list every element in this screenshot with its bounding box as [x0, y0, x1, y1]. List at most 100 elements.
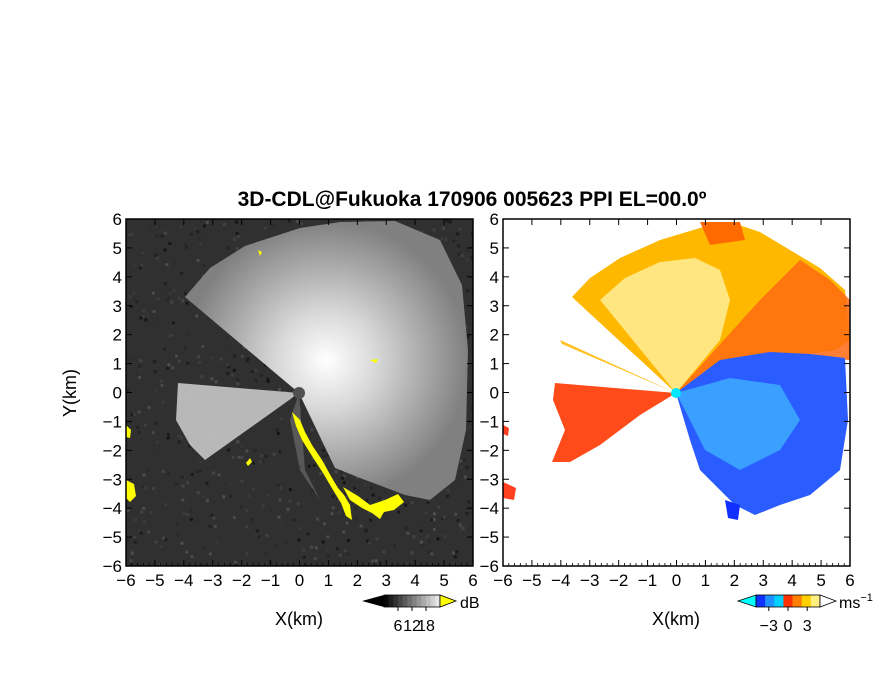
reflectivity-noise-speck	[129, 305, 133, 309]
reflectivity-noise-speck	[222, 509, 226, 513]
reflectivity-noise-speck	[166, 432, 170, 436]
reflectivity-noise-speck	[126, 389, 130, 393]
reflectivity-noise-speck	[319, 472, 323, 476]
reflectivity-colorbar-bar	[383, 594, 441, 608]
reflectivity-noise-speck	[129, 549, 133, 553]
reflectivity-noise-speck	[179, 237, 183, 241]
reflectivity-noise-speck	[131, 413, 135, 417]
reflectivity-noise-speck	[196, 230, 200, 234]
reflectivity-noise-speck	[458, 227, 462, 231]
reflectivity-noise-speck	[326, 535, 330, 539]
reflectivity-noise-speck	[374, 559, 378, 563]
reflectivity-noise-speck	[193, 227, 197, 231]
velocity-colorbar-swatch	[801, 595, 812, 607]
reflectivity-noise-speck	[276, 431, 280, 435]
reflectivity-noise-speck	[312, 463, 316, 467]
reflectivity-noise-speck	[161, 400, 165, 404]
reflectivity-xtick-label: 0	[295, 571, 304, 590]
reflectivity-noise-speck	[178, 225, 182, 229]
reflectivity-noise-speck	[396, 510, 400, 514]
reflectivity-noise-speck	[180, 541, 184, 545]
reflectivity-noise-speck	[311, 421, 315, 425]
reflectivity-noise-speck	[371, 493, 375, 497]
reflectivity-noise-speck	[370, 486, 374, 490]
reflectivity-ytick-label: −6	[103, 557, 122, 576]
reflectivity-noise-speck	[164, 537, 168, 541]
reflectivity-noise-speck	[419, 540, 423, 544]
reflectivity-ytick-label: −5	[103, 528, 122, 547]
reflectivity-noise-speck	[264, 455, 268, 459]
reflectivity-noise-speck	[261, 459, 265, 463]
velocity-colorbar-swatch	[810, 595, 821, 607]
reflectivity-noise-speck	[245, 359, 249, 363]
reflectivity-noise-speck	[152, 487, 156, 491]
reflectivity-noise-speck	[172, 289, 176, 293]
reflectivity-noise-speck	[157, 225, 161, 229]
velocity-echo-west	[552, 383, 676, 462]
reflectivity-colorbar-tick-label: 6	[394, 618, 403, 635]
reflectivity-noise-speck	[167, 363, 171, 367]
reflectivity-noise-speck	[239, 505, 243, 509]
reflectivity-noise-speck	[167, 472, 171, 476]
reflectivity-noise-speck	[334, 470, 338, 474]
reflectivity-colorbar-swatch	[421, 595, 427, 607]
reflectivity-noise-speck	[444, 238, 448, 242]
reflectivity-noise-speck	[233, 354, 237, 358]
reflectivity-noise-speck	[186, 333, 190, 337]
reflectivity-noise-speck	[452, 239, 456, 243]
velocity-colorbar-swatch	[774, 595, 784, 607]
reflectivity-noise-speck	[352, 486, 356, 490]
reflectivity-noise-speck	[137, 529, 141, 533]
reflectivity-noise-speck	[466, 289, 470, 293]
reflectivity-noise-speck	[424, 511, 428, 515]
reflectivity-noise-speck	[195, 314, 199, 318]
reflectivity-ytick-label: 3	[113, 297, 122, 316]
reflectivity-radar-site	[293, 387, 305, 399]
reflectivity-noise-speck	[240, 444, 244, 448]
reflectivity-noise-speck	[181, 299, 185, 303]
reflectivity-noise-speck	[143, 423, 147, 427]
reflectivity-noise-speck	[196, 259, 200, 263]
reflectivity-noise-speck	[126, 355, 130, 359]
reflectivity-noise-speck	[213, 524, 217, 528]
reflectivity-noise-speck	[295, 220, 299, 224]
reflectivity-noise-speck	[210, 377, 214, 381]
reflectivity-noise-speck	[177, 359, 181, 363]
reflectivity-noise-speck	[140, 503, 144, 507]
reflectivity-noise-speck	[260, 454, 264, 458]
velocity-xtick-label: −4	[551, 571, 570, 590]
reflectivity-noise-speck	[245, 552, 249, 556]
reflectivity-noise-speck	[343, 492, 347, 496]
velocity-echo-edge-south	[725, 500, 740, 520]
reflectivity-noise-speck	[255, 529, 259, 533]
reflectivity-noise-speck	[201, 344, 205, 348]
reflectivity-noise-speck	[261, 504, 265, 508]
reflectivity-noise-speck	[237, 455, 241, 459]
reflectivity-noise-speck	[342, 530, 346, 534]
reflectivity-noise-speck	[236, 235, 240, 239]
velocity-xtick-label: −1	[638, 571, 657, 590]
reflectivity-noise-speck	[459, 528, 463, 532]
reflectivity-noise-speck	[180, 475, 184, 479]
reflectivity-noise-speck	[446, 488, 450, 492]
reflectivity-noise-speck	[382, 514, 386, 518]
reflectivity-noise-speck	[142, 506, 146, 510]
reflectivity-noise-speck	[202, 224, 206, 228]
reflectivity-ytick-label: 0	[113, 384, 122, 403]
reflectivity-noise-speck	[470, 285, 473, 289]
reflectivity-noise-speck	[152, 360, 156, 364]
reflectivity-noise-speck	[332, 527, 336, 531]
reflectivity-noise-speck	[139, 531, 143, 535]
reflectivity-noise-speck	[185, 550, 189, 554]
reflectivity-noise-speck	[143, 312, 147, 316]
velocity-colorbar-tick-label: 3	[803, 618, 812, 635]
reflectivity-noise-speck	[322, 522, 326, 526]
reflectivity-noise-speck	[325, 547, 329, 551]
reflectivity-noise-speck	[249, 500, 253, 504]
reflectivity-noise-speck	[248, 468, 252, 472]
reflectivity-noise-speck	[163, 231, 167, 235]
reflectivity-noise-speck	[460, 253, 464, 257]
reflectivity-noise-speck	[180, 436, 184, 440]
